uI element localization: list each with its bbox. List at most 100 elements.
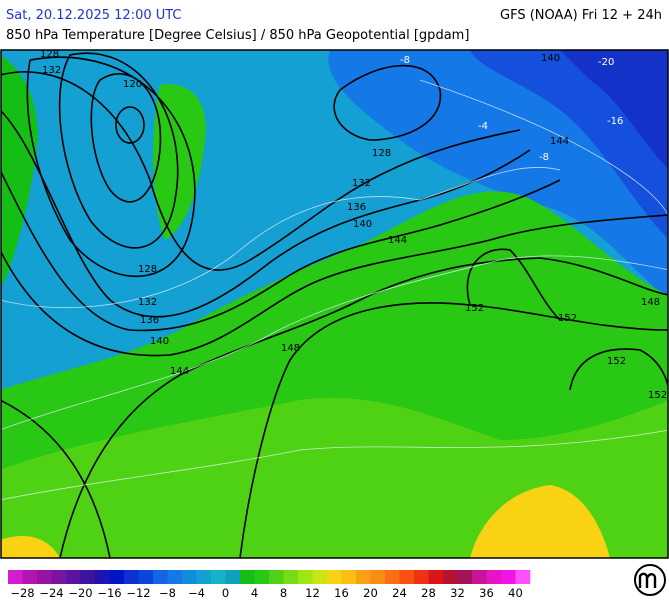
- colorbar-swatch: [443, 570, 458, 584]
- colorbar-swatch: [153, 570, 168, 584]
- colorbar-swatch: [341, 570, 357, 584]
- contour-label: 132: [138, 297, 157, 308]
- colorbar-swatch: [457, 570, 473, 584]
- contour-label: 136: [140, 315, 159, 326]
- cold-region: [560, 50, 668, 169]
- colorbar-label: 24: [392, 586, 407, 600]
- colorbar-label: 16: [334, 586, 349, 600]
- logo-mark: [638, 572, 657, 588]
- geopotential-contours: [1, 52, 668, 558]
- colorbar-swatch: [37, 570, 52, 584]
- contour: [1, 214, 668, 357]
- colorbar-swatch: [486, 570, 502, 584]
- contour-label: 132: [352, 178, 371, 189]
- colorbar-label: 40: [508, 586, 523, 600]
- colorbar-swatch: [501, 570, 516, 584]
- contour-label: 148: [641, 297, 660, 308]
- map-frame: [0, 49, 669, 559]
- colorbar-swatch: [472, 570, 487, 584]
- contour-label: 152: [465, 303, 484, 314]
- colorbar-label: −24: [39, 586, 63, 600]
- contour: [569, 348, 668, 393]
- colorbar-swatch: [356, 570, 371, 584]
- colorbar-swatch: [254, 570, 270, 584]
- contour-label: 140: [541, 53, 560, 64]
- colorbar-label: 12: [305, 586, 320, 600]
- warm-region: [470, 485, 610, 558]
- colorbar-swatch: [370, 570, 386, 584]
- colorbar-swatch: [269, 570, 284, 584]
- colorbar-swatch: [196, 570, 212, 584]
- contour: [1, 399, 111, 558]
- colorbar-swatch: [109, 570, 125, 584]
- colorbar-swatch: [138, 570, 154, 584]
- contour: [115, 106, 145, 144]
- colorbar-swatch: [312, 570, 328, 584]
- colorbar-label: 32: [450, 586, 465, 600]
- colorbar-swatch: [298, 570, 313, 584]
- colorbar-label: −8: [159, 586, 176, 600]
- colorbar-label: 36: [479, 586, 494, 600]
- temperature-label: -8: [539, 152, 549, 163]
- contour-label: 128: [372, 148, 391, 159]
- temperature-label: -4: [478, 121, 488, 132]
- logo-circle: [634, 564, 666, 596]
- colorbar-label: −20: [68, 586, 92, 600]
- colorbar-swatch: [80, 570, 96, 584]
- colorbar-swatch: [22, 570, 38, 584]
- colorbar-label: −16: [97, 586, 121, 600]
- contour: [26, 56, 196, 278]
- temperature-label: -8: [400, 55, 410, 66]
- colorbar-swatch: [95, 570, 110, 584]
- colorbar-swatch: [66, 570, 81, 584]
- isotherm: [419, 79, 668, 217]
- colorbar-swatch: [240, 570, 255, 584]
- contour-label: 152: [558, 313, 577, 324]
- warm-region: [1, 536, 60, 558]
- contour-label: 152: [607, 356, 626, 367]
- colorbar-swatch: [167, 570, 183, 584]
- logo: [634, 564, 666, 596]
- contour: [58, 52, 179, 249]
- temperature-label: -20: [598, 57, 614, 68]
- contour-label: 140: [150, 336, 169, 347]
- contour: [1, 71, 521, 271]
- contour-label: 132: [42, 65, 61, 76]
- colorbar-label: 20: [363, 586, 378, 600]
- valid-time: Sat, 20.12.2025 12:00 UTC: [6, 8, 182, 23]
- contour: [239, 302, 668, 558]
- isotherm: [1, 429, 668, 501]
- colorbar-swatch: [399, 570, 415, 584]
- mild-region: [153, 84, 206, 240]
- temperature-label: -16: [607, 116, 623, 127]
- colorbar-label: 8: [280, 586, 287, 600]
- contour: [466, 248, 561, 321]
- colorbar-label: 4: [251, 586, 258, 600]
- map: 128 132 120 128 132 136 140 144 128 132 …: [1, 49, 668, 558]
- colorbar-label: 28: [421, 586, 436, 600]
- contour-label: 152: [648, 390, 667, 401]
- colorbar-label: −4: [188, 586, 205, 600]
- colorbar-label: −12: [126, 586, 150, 600]
- colorbar-swatch: [385, 570, 400, 584]
- contour-label: 128: [40, 49, 59, 60]
- contour: [1, 109, 531, 318]
- colorbar: −28 −24 −20 −16 −12 −8 −4 0 4 8 12 16 20 24 28 32 36 40: [8, 570, 531, 600]
- colorbar-swatch: [428, 570, 444, 584]
- colorbar-swatch: [211, 570, 226, 584]
- contour-label: 136: [347, 202, 366, 213]
- contour-label: 144: [170, 366, 189, 377]
- contour-labels: 128 132 120 128 132 136 140 144 128 132 …: [40, 49, 667, 401]
- colorbar-swatch: [515, 570, 531, 584]
- contour-label: 148: [281, 343, 300, 354]
- colorbar-swatch: [182, 570, 197, 584]
- contour: [59, 257, 668, 558]
- contour-label: 128: [138, 264, 157, 275]
- colorbar-swatch: [327, 570, 342, 584]
- colorbar-swatch: [124, 570, 139, 584]
- contour: [1, 170, 561, 332]
- isotherm: [1, 167, 561, 309]
- contour: [333, 64, 442, 141]
- contour-label: 140: [353, 219, 372, 230]
- colorbar-swatch: [225, 570, 241, 584]
